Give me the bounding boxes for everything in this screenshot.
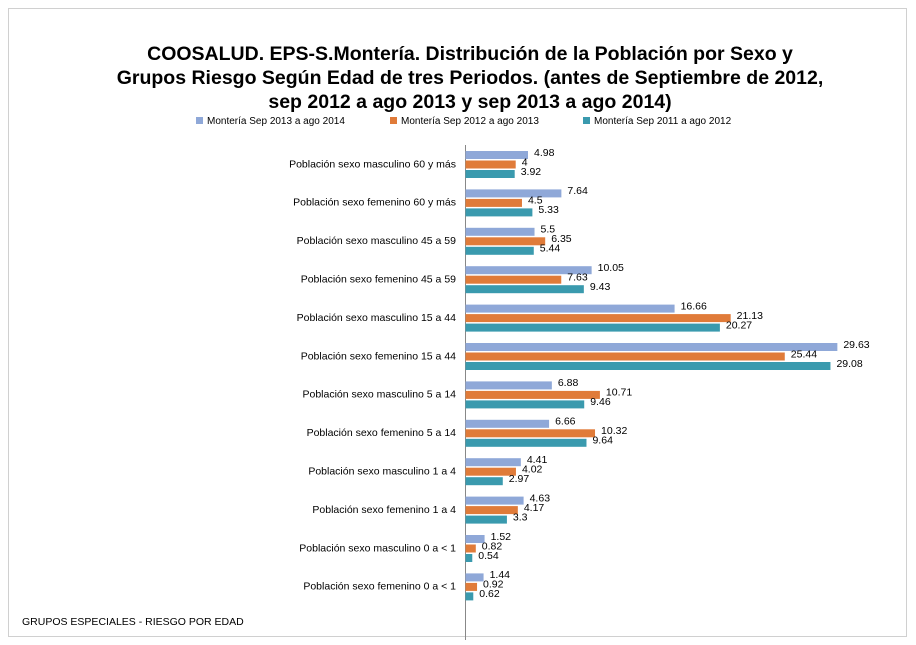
data-label: 4.02 — [522, 463, 543, 475]
bar — [465, 246, 534, 255]
bar — [465, 237, 546, 246]
bar — [465, 400, 585, 409]
y-tick-label: Población sexo femenino 45 a 59 — [301, 273, 456, 285]
data-label: 3.92 — [521, 166, 542, 178]
legend-swatch — [390, 117, 397, 124]
bar — [465, 582, 478, 591]
bar — [465, 227, 535, 236]
data-label: 4.17 — [524, 502, 545, 514]
data-label: 2.97 — [509, 473, 530, 485]
bar — [465, 515, 507, 524]
bar — [465, 208, 533, 217]
bar — [465, 438, 587, 447]
bar — [465, 544, 476, 553]
y-tick-label: Población sexo femenino 60 y más — [293, 197, 456, 209]
data-label: 0.82 — [482, 540, 503, 552]
bar — [465, 573, 484, 582]
bar — [465, 458, 521, 467]
bar — [465, 352, 785, 361]
chart-border — [8, 8, 907, 637]
bar — [465, 429, 596, 438]
bar — [465, 467, 516, 476]
bar — [465, 275, 562, 284]
bar — [465, 170, 515, 178]
data-label: 4.41 — [527, 454, 548, 466]
bar — [465, 285, 584, 294]
chart-title: COOSALUD. EPS-S.Montería. Distribución d… — [116, 43, 824, 113]
data-label: 9.64 — [592, 435, 613, 447]
data-label: 1.44 — [490, 569, 511, 581]
bar — [465, 160, 516, 169]
data-label: 6.66 — [555, 416, 576, 428]
data-label: 5.5 — [541, 224, 556, 236]
legend-swatch — [196, 117, 203, 124]
data-label: 5.33 — [538, 204, 559, 216]
bar — [465, 592, 474, 601]
y-tick-label: Población sexo femenino 5 a 14 — [307, 427, 457, 439]
data-label: 0.62 — [479, 588, 500, 600]
data-label: 10.32 — [601, 425, 627, 437]
y-tick-label: Población sexo femenino 0 a < 1 — [303, 581, 456, 593]
data-label: 9.46 — [590, 396, 611, 408]
bar — [465, 343, 838, 351]
data-label: 0.54 — [478, 550, 499, 562]
legend-swatch — [583, 117, 590, 124]
data-label: 4 — [522, 156, 528, 168]
bar — [465, 266, 592, 275]
bar — [465, 189, 562, 198]
data-label: 16.66 — [681, 300, 707, 312]
legend-label: Montería Sep 2012 a ago 2013 — [401, 116, 539, 127]
legend-label: Montería Sep 2013 a ago 2014 — [207, 116, 345, 127]
data-label: 0.92 — [483, 579, 504, 591]
footer: GRUPOS ESPECIALES - RIESGO POR EDAD — [22, 616, 244, 628]
bar — [465, 496, 524, 505]
bar — [465, 535, 485, 543]
data-label: 1.52 — [491, 531, 512, 543]
data-label: 5.44 — [540, 243, 561, 255]
legend-label: Montería Sep 2011 a ago 2012 — [594, 116, 732, 127]
data-label: 21.13 — [737, 310, 763, 322]
data-label: 25.44 — [791, 348, 817, 360]
data-label: 20.27 — [726, 319, 752, 331]
bar — [465, 198, 522, 207]
bar — [465, 506, 518, 515]
bar — [465, 390, 600, 399]
bar — [465, 477, 503, 486]
bar — [465, 151, 528, 159]
data-label: 7.64 — [567, 185, 588, 197]
bar — [465, 554, 473, 562]
data-label: 4.63 — [530, 492, 551, 504]
data-label: 7.63 — [567, 271, 588, 283]
data-label: 29.08 — [836, 358, 862, 370]
data-label: 10.05 — [598, 262, 624, 274]
bar — [465, 419, 550, 428]
bar — [465, 381, 552, 390]
data-label: 6.88 — [558, 377, 579, 389]
data-label: 3.3 — [513, 511, 528, 523]
data-label: 4.98 — [534, 147, 555, 159]
y-tick-label: Población sexo femenino 15 a 44 — [301, 350, 456, 362]
data-label: 29.63 — [843, 339, 869, 351]
y-tick-label: Población sexo masculino 15 a 44 — [297, 312, 457, 324]
data-label: 4.5 — [528, 195, 543, 207]
y-tick-label: Población sexo masculino 1 a 4 — [308, 465, 456, 477]
data-label: 9.43 — [590, 281, 611, 293]
bar — [465, 314, 731, 323]
y-tick-label: Población sexo masculino 5 a 14 — [302, 389, 456, 401]
bar — [465, 362, 831, 370]
data-label: 6.35 — [551, 233, 572, 245]
bar — [465, 323, 720, 332]
y-tick-label: Población sexo masculino 60 y más — [289, 158, 456, 170]
y-tick-label: Población sexo masculino 45 a 59 — [297, 235, 457, 247]
y-tick-label: Población sexo masculino 0 a < 1 — [299, 542, 456, 554]
bar — [465, 304, 675, 313]
data-label: 10.71 — [606, 387, 632, 399]
y-tick-label: Población sexo femenino 1 a 4 — [312, 504, 456, 516]
